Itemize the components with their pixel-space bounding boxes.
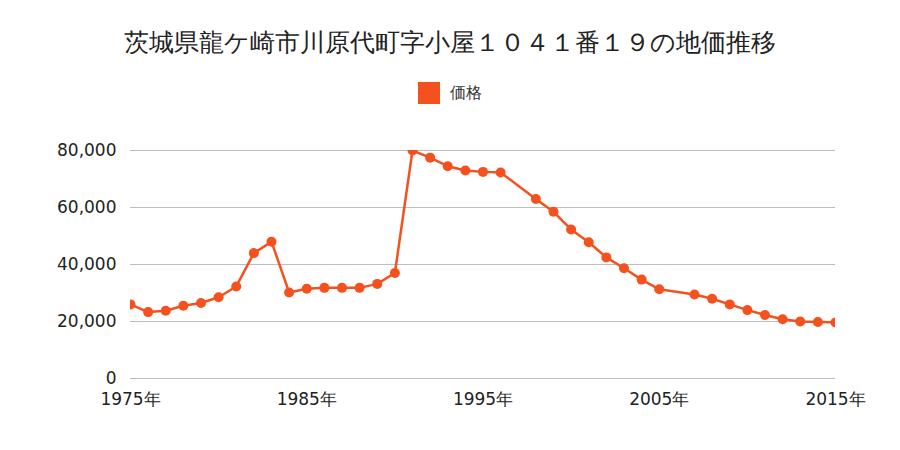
svg-text:60,000: 60,000 bbox=[57, 197, 116, 217]
html-text:価格: 価格 bbox=[450, 82, 482, 102]
svg-text:1995年: 1995年 bbox=[453, 389, 513, 409]
svg-text:2005年: 2005年 bbox=[629, 389, 689, 409]
svg-text:1975年: 1975年 bbox=[100, 389, 160, 409]
svg-text:2015年: 2015年 bbox=[805, 389, 865, 409]
svg-text:40,000: 40,000 bbox=[57, 254, 116, 274]
svg-text:0: 0 bbox=[106, 368, 117, 388]
html-text:茨城県龍ケ崎市川原代町字小屋１０４１番１９の地価推移: 茨城県龍ケ崎市川原代町字小屋１０４１番１９の地価推移 bbox=[124, 28, 776, 57]
svg-text:1985年: 1985年 bbox=[277, 389, 337, 409]
svg-text:80,000: 80,000 bbox=[57, 140, 116, 160]
svg-text:20,000: 20,000 bbox=[57, 311, 116, 331]
